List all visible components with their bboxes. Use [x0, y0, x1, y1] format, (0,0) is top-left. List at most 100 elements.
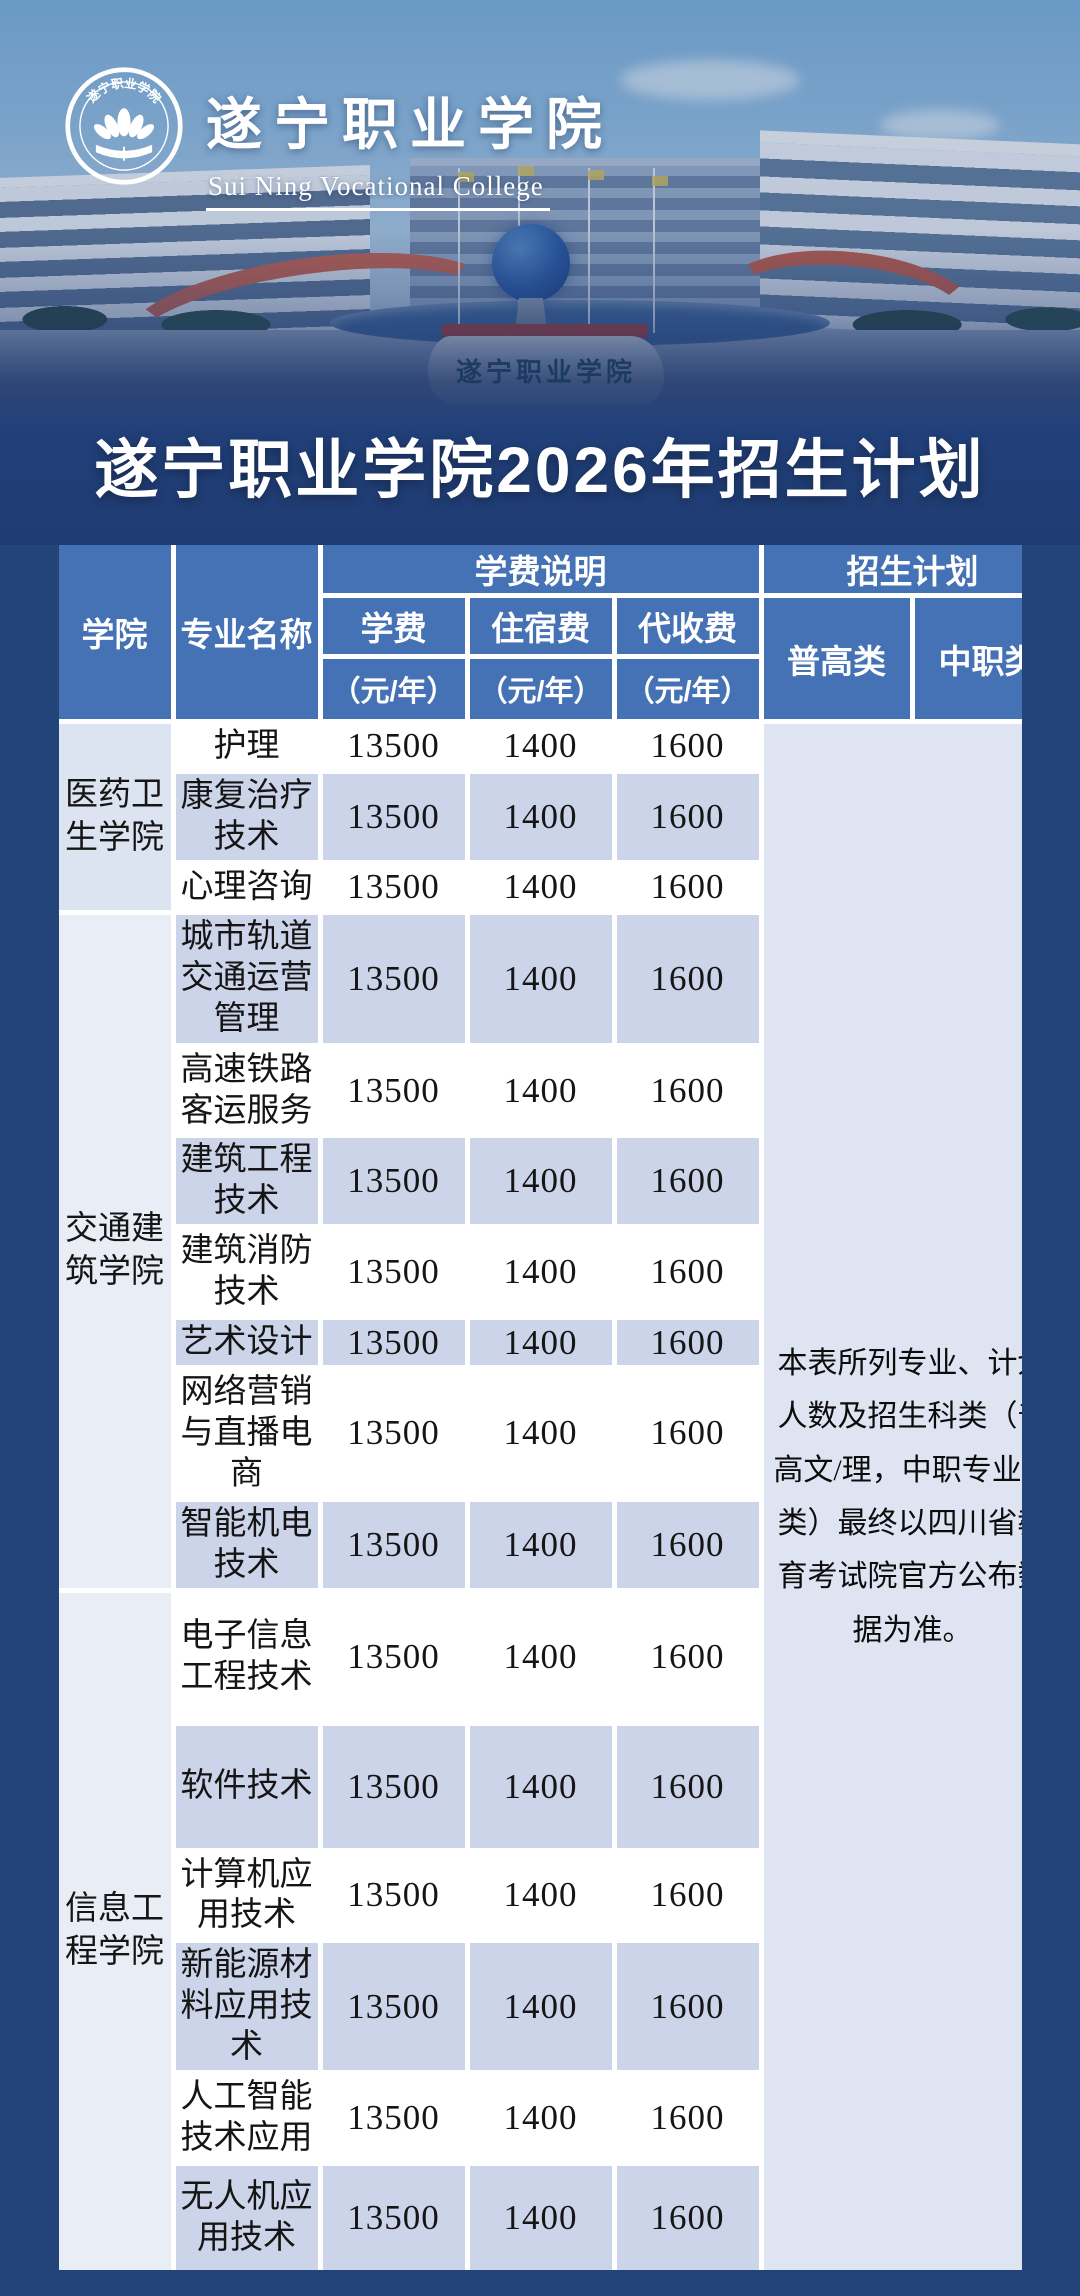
major-cell: 人工智能技术应用	[175, 2075, 318, 2161]
table-row: 建筑工程技术 13500 1400 1600	[59, 1138, 1022, 1225]
misc-fee-cell: 1600	[616, 1047, 759, 1134]
major-cell: 建筑工程技术	[175, 1138, 318, 1225]
misc-fee-cell: 1600	[616, 2075, 759, 2161]
accommodation-cell: 1400	[469, 1592, 612, 1721]
misc-fee-cell: 1600	[616, 1725, 759, 1848]
school-brand: 遂宁职业学院 Sui Ning Vocational College	[206, 80, 614, 211]
open-book-icon	[95, 144, 153, 161]
college-cell: 交通建筑学院	[58, 914, 171, 1588]
misc-fee-cell: 1600	[616, 1501, 759, 1588]
tuition-cell: 13500	[322, 1943, 465, 2071]
header-accommodation: 住宿费	[469, 598, 612, 654]
school-seal-logo: 遂宁职业学院	[65, 67, 183, 185]
tuition-cell: 13500	[322, 1852, 465, 1939]
note-cell: 本表所列专业、计划人数及招生科类（普高文/理，中职专业大类）最终以四川省教育考试…	[763, 724, 1022, 2270]
tuition-cell: 13500	[322, 1229, 465, 1316]
accommodation-cell: 1400	[469, 2075, 612, 2161]
hero-header: 遂宁职业学院 遂宁职业学院 遂宁职业学院 S	[0, 0, 1080, 545]
tuition-cell: 13500	[322, 1138, 465, 1225]
tuition-cell: 13500	[322, 724, 465, 769]
tuition-cell: 13500	[322, 1047, 465, 1134]
accommodation-cell: 1400	[469, 1229, 612, 1316]
misc-fee-cell: 1600	[616, 864, 759, 910]
accommodation-cell: 1400	[469, 724, 612, 769]
accommodation-cell: 1400	[469, 1852, 612, 1939]
misc-fee-cell: 1600	[616, 1369, 759, 1497]
major-cell: 软件技术	[175, 1725, 318, 1848]
major-cell: 康复治疗技术	[175, 773, 318, 860]
blue-photo-overlay	[0, 0, 1080, 545]
misc-fee-cell: 1600	[616, 724, 759, 769]
major-cell: 无人机应用技术	[175, 2165, 318, 2270]
college-cell: 信息工程学院	[58, 1592, 171, 2270]
major-cell: 新能源材料应用技术	[175, 1943, 318, 2071]
tuition-cell: 13500	[322, 2075, 465, 2161]
misc-fee-cell: 1600	[616, 1943, 759, 2071]
tuition-cell: 13500	[322, 914, 465, 1043]
accommodation-cell: 1400	[469, 914, 612, 1043]
tuition-cell: 13500	[322, 773, 465, 860]
accommodation-cell: 1400	[469, 864, 612, 910]
table-row: 软件技术 13500 1400 1600	[59, 1725, 1022, 1848]
misc-fee-cell: 1600	[616, 773, 759, 860]
accommodation-cell: 1400	[469, 1501, 612, 1588]
header-tuition: 学费	[322, 598, 465, 654]
tuition-cell: 13500	[322, 1369, 465, 1497]
table-row: 人工智能技术应用 13500 1400 1600	[59, 2075, 1022, 2161]
table-body: 医药卫生学院 护理 13500 1400 1600 本表所列专业、计划人数及招生…	[58, 724, 1022, 2270]
table-row: 心理咨询 13500 1400 1600	[59, 864, 1022, 910]
table-row: 智能机电技术 13500 1400 1600	[59, 1501, 1022, 1588]
major-cell: 电子信息工程技术	[175, 1592, 318, 1721]
major-cell: 高速铁路客运服务	[175, 1047, 318, 1134]
major-cell: 护理	[175, 724, 318, 769]
school-name-en: Sui Ning Vocational College	[206, 171, 550, 211]
misc-fee-cell: 1600	[616, 1320, 759, 1365]
table-row: 艺术设计 13500 1400 1600	[59, 1320, 1022, 1365]
header-college: 学院	[58, 545, 171, 719]
admission-table: 学院 专业名称 学费说明 招生计划 学费 住宿费 代收费 普高类 中职类 （元/…	[58, 545, 1022, 2270]
major-cell: 建筑消防技术	[175, 1229, 318, 1316]
misc-fee-cell: 1600	[616, 1592, 759, 1721]
college-cell: 医药卫生学院	[58, 724, 171, 910]
accommodation-cell: 1400	[469, 1320, 612, 1365]
table-header: 学院 专业名称 学费说明 招生计划 学费 住宿费 代收费 普高类 中职类 （元/…	[58, 545, 1022, 719]
tuition-cell: 13500	[322, 1501, 465, 1588]
major-cell: 网络营销与直播电商	[175, 1369, 318, 1497]
accommodation-cell: 1400	[469, 1943, 612, 2071]
accommodation-cell: 1400	[469, 2165, 612, 2270]
misc-fee-cell: 1600	[616, 1229, 759, 1316]
school-name-zh: 遂宁职业学院	[206, 92, 614, 158]
header-vocational: 中职类	[914, 598, 1022, 719]
header-misc: 代收费	[616, 598, 759, 654]
banner-title: 遂宁职业学院2026年招生计划	[94, 434, 986, 506]
table-row: 康复治疗技术 13500 1400 1600	[59, 773, 1022, 860]
admission-table-wrap: 学院 专业名称 学费说明 招生计划 学费 住宿费 代收费 普高类 中职类 （元/…	[58, 545, 1022, 2270]
tuition-cell: 13500	[322, 864, 465, 910]
misc-fee-cell: 1600	[616, 1852, 759, 1939]
misc-fee-cell: 1600	[616, 1138, 759, 1225]
accommodation-cell: 1400	[469, 1138, 612, 1225]
table-row: 建筑消防技术 13500 1400 1600	[59, 1229, 1022, 1316]
tuition-cell: 13500	[322, 1320, 465, 1365]
major-cell: 艺术设计	[175, 1320, 318, 1365]
table-row: 高速铁路客运服务 13500 1400 1600	[59, 1047, 1022, 1134]
accommodation-cell: 1400	[469, 773, 612, 860]
lotus-icon	[93, 108, 155, 140]
table-row: 医药卫生学院 护理 13500 1400 1600 本表所列专业、计划人数及招生…	[58, 724, 1022, 2270]
table-row: 信息工程学院 电子信息工程技术 13500 1400 1600	[58, 1592, 1022, 2270]
tuition-cell: 13500	[322, 1592, 465, 1721]
major-cell: 计算机应用技术	[175, 1852, 318, 1939]
major-cell: 城市轨道交通运营管理	[175, 914, 318, 1043]
table-row: 网络营销与直播电商 13500 1400 1600	[59, 1369, 1022, 1497]
table-row: 计算机应用技术 13500 1400 1600	[59, 1852, 1022, 1939]
misc-fee-cell: 1600	[616, 2165, 759, 2270]
header-general: 普高类	[763, 598, 910, 719]
header-unit: （元/年）	[616, 659, 759, 719]
tuition-cell: 13500	[322, 1725, 465, 1848]
header-unit: （元/年）	[322, 659, 465, 719]
accommodation-cell: 1400	[469, 1047, 612, 1134]
table-row: 无人机应用技术 13500 1400 1600	[59, 2165, 1022, 2270]
accommodation-cell: 1400	[469, 1369, 612, 1497]
header-unit: （元/年）	[469, 659, 612, 719]
